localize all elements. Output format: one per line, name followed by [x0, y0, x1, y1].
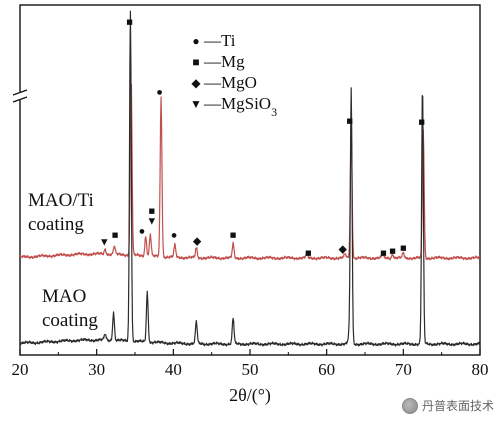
peak-marker: ■ [230, 230, 237, 242]
peak-marker: ▼ [146, 216, 157, 228]
peak-marker: ◆ [339, 244, 348, 256]
x-tick-label: 30 [88, 360, 105, 379]
axis-break-line [12, 89, 28, 96]
legend-label: —Ti [203, 31, 236, 50]
peak-marker: ◆ [193, 236, 202, 248]
legend-symbol: ◆ [191, 76, 201, 90]
x-tick-label: 20 [12, 360, 29, 379]
legend-label: —MgSiO3 [203, 94, 277, 119]
axis-break-gap [14, 92, 26, 100]
series-label-line: coating [28, 214, 84, 235]
x-tick-label: 50 [242, 360, 259, 379]
x-axis: 20 30 40 50 60 70 80 2θ/(°) [12, 349, 489, 406]
series-label-line: MAO/Ti [28, 190, 94, 211]
x-tick-label: 40 [165, 360, 182, 379]
trace-mao-ti-coating [19, 83, 481, 261]
peak-marker: ■ [305, 248, 312, 260]
peak-marker: ■ [346, 116, 353, 128]
peak-marker: ■ [380, 248, 387, 260]
legend-subscript: 3 [271, 105, 277, 119]
watermark: 丹普表面技术 [401, 397, 494, 414]
peak-marker: ■ [400, 243, 407, 255]
peak-marker: ■ [126, 17, 133, 29]
series-label-line: MAO [42, 286, 86, 307]
legend: ● —Ti ■ —Mg◆ —MgO▼ —MgSiO3 [190, 31, 277, 119]
trace-mao-coating [19, 10, 481, 347]
legend-symbol: ● [192, 34, 199, 48]
peak-marker: ● [171, 230, 178, 242]
x-tick-label: 60 [318, 360, 335, 379]
legend-symbol: ■ [192, 55, 199, 69]
peak-marker: ● [139, 226, 146, 238]
peak-markers: ▼■■●■▼●● ◆ ■■ ◆■■ ■ ■■ [99, 17, 425, 260]
peak-marker: ▼ [99, 237, 110, 249]
x-axis-label: 2θ/(°) [229, 385, 271, 406]
peak-marker: ■ [389, 246, 396, 258]
x-tick-label: 80 [472, 360, 489, 379]
series-label-line: coating [42, 310, 98, 331]
series-labels: MAO/Ti coating MAO coating [28, 190, 98, 331]
peak-marker: ● [156, 87, 163, 99]
legend-label: —MgO [203, 73, 257, 92]
legend-label: —Mg [203, 52, 245, 71]
legend-symbol: ▼ [190, 97, 202, 111]
peak-marker: ■ [112, 230, 119, 242]
peak-marker: ■ [149, 206, 156, 218]
x-tick-label: 70 [395, 360, 412, 379]
peak-marker: ■ [418, 117, 425, 129]
wechat-logo-icon [401, 397, 418, 414]
axis-break-line [12, 96, 28, 103]
watermark-text: 丹普表面技术 [421, 399, 494, 413]
traces [19, 10, 481, 347]
plot-border [19, 4, 481, 356]
